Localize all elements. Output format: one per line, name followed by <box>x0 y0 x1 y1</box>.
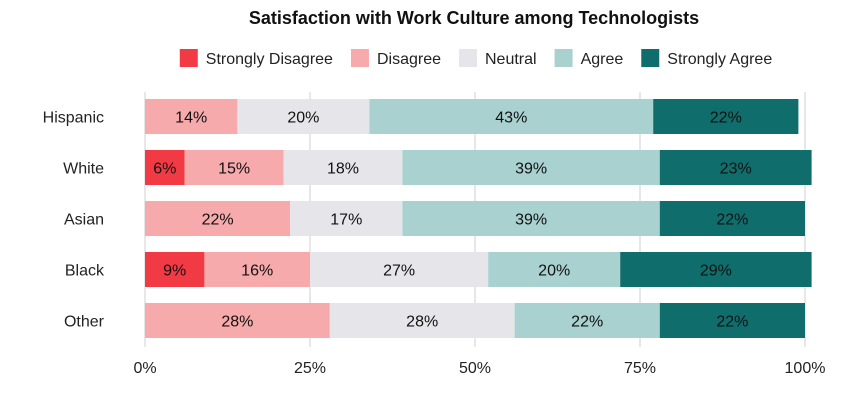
bar-black-disagree <box>204 252 310 287</box>
bar-white-strongly-disagree <box>145 150 185 185</box>
category-label-hispanic: Hispanic <box>43 110 104 127</box>
legend-label: Strongly Agree <box>667 51 772 68</box>
category-label-asian: Asian <box>64 212 104 229</box>
legend-label: Agree <box>581 51 624 68</box>
data-label: 23% <box>720 161 752 178</box>
bar-asian-strongly-agree <box>659 201 805 236</box>
bar-white-strongly-agree <box>659 150 812 185</box>
data-label: 28% <box>406 314 438 331</box>
x-tick-label: 75% <box>624 360 656 377</box>
legend-item-neutral: Neutral <box>458 49 537 68</box>
data-label: 39% <box>515 212 547 229</box>
data-label: 22% <box>202 212 234 229</box>
category-label-black: Black <box>65 263 105 280</box>
category-label-other: Other <box>64 314 105 331</box>
bar-other-strongly-agree <box>659 303 805 338</box>
data-label: 39% <box>515 161 547 178</box>
legend-swatch <box>458 49 477 67</box>
data-label: 22% <box>716 212 748 229</box>
legend: Strongly Disagree Disagree Neutral Agree Str… <box>179 49 772 68</box>
x-tick-label: 25% <box>294 360 326 377</box>
legend-item-agree: Agree <box>554 49 624 68</box>
value-axis: 0% 25% 50% 75% 100% <box>133 360 825 377</box>
data-label: 15% <box>218 161 250 178</box>
data-label: 18% <box>327 161 359 178</box>
data-label: 14% <box>175 110 207 127</box>
category-axis: Hispanic White Asian Black Other <box>43 110 105 331</box>
bar-black-agree <box>488 252 621 287</box>
legend-label: Strongly Disagree <box>206 51 333 68</box>
chart-title: Satisfaction with Work Culture among Tec… <box>249 8 699 28</box>
data-label: 17% <box>330 212 362 229</box>
data-label: 27% <box>383 263 415 280</box>
bar-black-strongly-agree <box>620 252 812 287</box>
legend-label: Neutral <box>485 51 537 68</box>
data-label: 22% <box>710 110 742 127</box>
data-label: 9% <box>163 263 186 280</box>
x-tick-label: 100% <box>785 360 826 377</box>
bar-asian-disagree <box>145 201 291 236</box>
data-label: 20% <box>287 110 319 127</box>
legend-swatch <box>641 49 660 67</box>
x-tick-label: 0% <box>133 360 156 377</box>
bar-asian-neutral <box>290 201 403 236</box>
bar-other-agree <box>514 303 660 338</box>
legend-item-disagree: Disagree <box>350 49 441 68</box>
bar-asian-agree <box>402 201 660 236</box>
bar-black-neutral <box>310 252 489 287</box>
legend-swatch <box>179 49 198 67</box>
legend-swatch <box>554 49 573 67</box>
bar-hispanic-disagree <box>145 99 238 134</box>
bar-other-disagree <box>145 303 330 338</box>
legend-swatch <box>350 49 369 67</box>
data-label: 6% <box>153 161 176 178</box>
x-tick-label: 50% <box>459 360 491 377</box>
category-label-white: White <box>63 161 104 178</box>
data-label: 20% <box>538 263 570 280</box>
data-label: 29% <box>700 263 732 280</box>
bar-hispanic-strongly-agree <box>653 99 799 134</box>
data-label: 28% <box>221 314 253 331</box>
plot-area: 14% 20% 43% 22% 6% 15% 18% 39% 23% 22% 17% 39% 22% 9%… <box>145 99 812 338</box>
bar-white-neutral <box>283 150 403 185</box>
data-label: 16% <box>241 263 273 280</box>
data-label: 43% <box>495 110 527 127</box>
legend-item-strongly-agree: Strongly Agree <box>641 49 772 68</box>
bar-black-strongly-disagree <box>145 252 205 287</box>
bar-white-agree <box>402 150 660 185</box>
legend-item-strongly-disagree: Strongly Disagree <box>179 49 333 68</box>
data-label: 22% <box>716 314 748 331</box>
bar-other-neutral <box>329 303 515 338</box>
bar-white-disagree <box>184 150 284 185</box>
bar-hispanic-neutral <box>237 99 370 134</box>
data-label: 22% <box>571 314 603 331</box>
bar-hispanic-agree <box>369 99 654 134</box>
legend-label: Disagree <box>377 51 441 68</box>
